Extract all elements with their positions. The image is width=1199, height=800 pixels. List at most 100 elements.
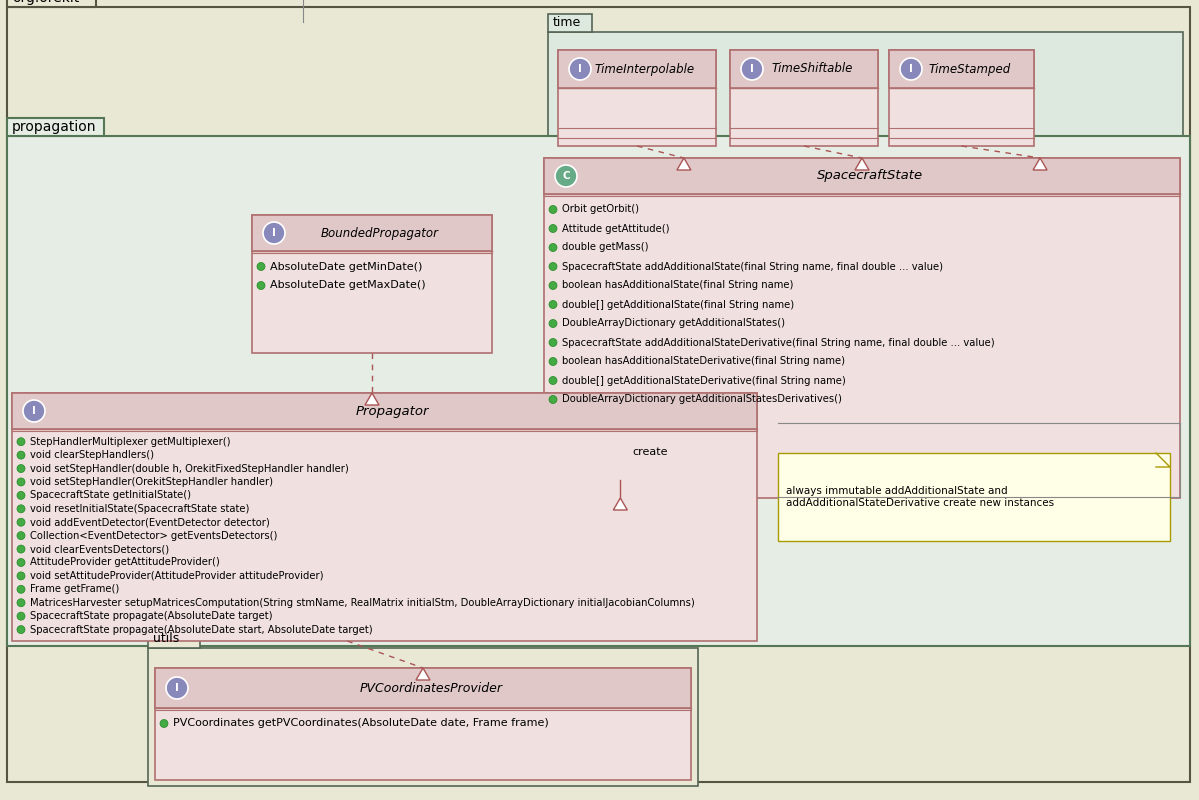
Circle shape [17,598,25,606]
Circle shape [17,491,25,499]
Circle shape [17,518,25,526]
Text: SpacecraftState propagate(AbsoluteDate start, AbsoluteDate target): SpacecraftState propagate(AbsoluteDate s… [30,625,373,634]
Text: SpacecraftState propagate(AbsoluteDate target): SpacecraftState propagate(AbsoluteDate t… [30,611,272,621]
Text: Frame getFrame(): Frame getFrame() [30,584,119,594]
Circle shape [549,338,558,346]
Text: boolean hasAdditionalState(final String name): boolean hasAdditionalState(final String … [562,281,794,290]
Text: SpacecraftState getInitialState(): SpacecraftState getInitialState() [30,490,191,500]
Circle shape [257,262,265,270]
Text: Collection<EventDetector> getEventsDetectors(): Collection<EventDetector> getEventsDetec… [30,530,277,541]
Circle shape [549,262,558,270]
Bar [730,50,878,146]
Bar [778,453,1170,541]
Text: org.orekit: org.orekit [12,0,79,5]
Text: Attitude getAttitude(): Attitude getAttitude() [562,223,669,234]
Circle shape [17,478,25,486]
Text: void setStepHandler(double h, OrekitFixedStepHandler handler): void setStepHandler(double h, OrekitFixe… [30,463,349,474]
Text: utils: utils [153,633,179,646]
Bar [558,50,716,88]
Circle shape [165,677,188,699]
Polygon shape [416,668,430,680]
Polygon shape [855,158,869,170]
Bar [252,215,492,353]
Circle shape [17,572,25,580]
Text: create: create [632,446,668,457]
Text: TimeInterpolable: TimeInterpolable [595,62,695,75]
Bar [544,158,1180,498]
Text: void resetInitialState(SpacecraftState state): void resetInitialState(SpacecraftState s… [30,504,249,514]
Text: boolean hasAdditionalStateDerivative(final String name): boolean hasAdditionalStateDerivative(fin… [562,357,845,366]
Circle shape [17,532,25,540]
Polygon shape [614,498,627,510]
Circle shape [17,626,25,634]
Polygon shape [1034,158,1047,170]
Text: AbsoluteDate getMaxDate(): AbsoluteDate getMaxDate() [270,281,426,290]
Text: always immutable addAdditionalState and
addAdditionalStateDerivative create new : always immutable addAdditionalState and … [787,486,1054,508]
Bar [147,648,698,786]
Circle shape [549,243,558,251]
Circle shape [549,395,558,403]
Bar [155,668,691,780]
Text: propagation: propagation [12,120,96,134]
Text: I: I [32,406,36,416]
Circle shape [263,222,285,244]
Text: time: time [553,17,582,30]
Text: I: I [751,64,754,74]
Circle shape [549,282,558,290]
Circle shape [549,319,558,327]
Text: SpacecraftState addAdditionalState(final String name, final double ... value): SpacecraftState addAdditionalState(final… [562,262,942,271]
Text: SpacecraftState addAdditionalStateDerivative(final String name, final double ...: SpacecraftState addAdditionalStateDeriva… [562,338,995,347]
Bar [548,14,592,32]
Circle shape [549,358,558,366]
Text: StepHandlerMultiplexer getMultiplexer(): StepHandlerMultiplexer getMultiplexer() [30,437,230,446]
Circle shape [17,505,25,513]
Text: I: I [909,64,912,74]
Text: BoundedPropagator: BoundedPropagator [321,226,439,239]
Text: double[] getAdditionalState(final String name): double[] getAdditionalState(final String… [562,299,794,310]
Text: I: I [272,228,276,238]
Circle shape [23,400,46,422]
Text: SpacecraftState: SpacecraftState [817,170,923,182]
Text: void addEventDetector(EventDetector detector): void addEventDetector(EventDetector dete… [30,518,270,527]
Text: MatricesHarvester setupMatricesComputation(String stmName, RealMatrix initialStm: MatricesHarvester setupMatricesComputati… [30,598,694,608]
Circle shape [549,377,558,385]
Bar [548,32,1183,160]
Circle shape [17,545,25,553]
Text: double getMass(): double getMass() [562,242,649,253]
Circle shape [159,719,168,727]
Text: DoubleArrayDictionary getAdditionalStatesDerivatives(): DoubleArrayDictionary getAdditionalState… [562,394,842,405]
Text: void clearStepHandlers(): void clearStepHandlers() [30,450,153,460]
Text: void setAttitudeProvider(AttitudeProvider attitudeProvider): void setAttitudeProvider(AttitudeProvide… [30,571,324,581]
Bar [12,393,757,429]
Circle shape [17,465,25,473]
Text: PVCoordinates getPVCoordinates(AbsoluteDate date, Frame frame): PVCoordinates getPVCoordinates(AbsoluteD… [173,718,549,729]
Polygon shape [364,393,379,405]
Circle shape [17,451,25,459]
Bar [252,215,492,251]
Text: C: C [562,171,570,181]
Bar [155,668,691,708]
Text: I: I [175,683,179,693]
Text: PVCoordinatesProvider: PVCoordinatesProvider [360,682,502,694]
Circle shape [17,586,25,594]
Text: void clearEventsDetectors(): void clearEventsDetectors() [30,544,169,554]
Bar [558,50,716,146]
Text: AbsoluteDate getMinDate(): AbsoluteDate getMinDate() [270,262,422,271]
Text: TimeStamped: TimeStamped [928,62,1011,75]
Circle shape [17,612,25,620]
Circle shape [549,225,558,233]
Text: Propagator: Propagator [356,405,429,418]
Text: TimeShiftable: TimeShiftable [771,62,852,75]
Text: I: I [578,64,582,74]
Bar [7,0,96,7]
Polygon shape [677,158,691,170]
Text: DoubleArrayDictionary getAdditionalStates(): DoubleArrayDictionary getAdditionalState… [562,318,785,329]
Text: void setStepHandler(OrekitStepHandler handler): void setStepHandler(OrekitStepHandler ha… [30,477,273,487]
Bar [7,118,103,136]
Circle shape [900,58,922,80]
Text: Orbit getOrbit(): Orbit getOrbit() [562,205,639,214]
Bar [147,630,199,648]
Bar [544,158,1180,194]
Bar [888,50,1034,88]
Bar [7,136,1189,646]
